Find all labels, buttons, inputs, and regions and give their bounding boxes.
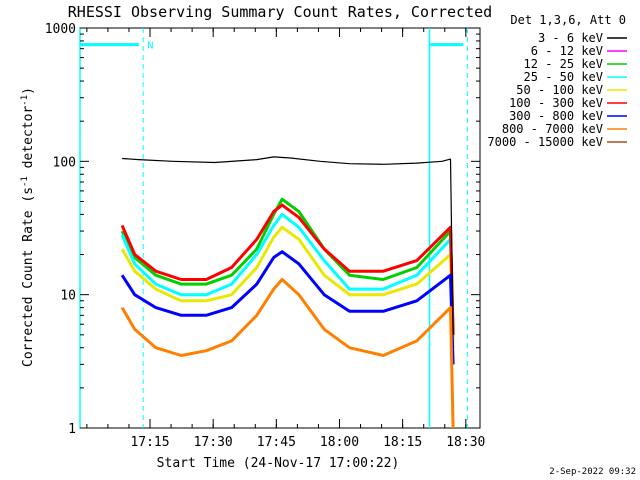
series-line-7 [120,278,455,429]
series-line-5 [120,203,455,335]
y-axis-ticks: 1 10 100 1000 [45,22,480,437]
y-axis-label: Corrected Count Rate (s-1 detector-1) [20,87,36,367]
legend-label: 300 - 800 keV [509,109,603,123]
x-tick-label: 18:15 [383,435,422,450]
series-line-3 [120,212,455,348]
legend-title: Det 1,3,6, Att 0 [510,13,626,27]
legend-label: 25 - 50 keV [524,70,603,84]
annotation-layer: N [79,28,468,428]
y-tick-label: 1000 [45,22,76,37]
legend-label: 7000 - 15000 keV [487,135,603,149]
series-line-6 [120,250,455,365]
legend-label: 100 - 300 keV [509,96,603,110]
legend-label: 800 - 7000 keV [502,122,603,136]
legend-label: 3 - 6 keV [538,31,603,45]
x-axis-label: Start Time (24-Nov-17 17:00:22) [157,456,400,471]
chart-title: RHESSI Observing Summary Count Rates, Co… [68,3,492,21]
x-tick-label: 17:15 [130,435,169,450]
series-line-4 [120,225,455,348]
legend-label: 12 - 25 keV [524,57,603,71]
night-marker: N [147,41,153,52]
x-axis-ticks: 17:15 17:30 17:45 18:00 18:15 18:30 [86,28,485,450]
series-line-0 [122,156,454,335]
timestamp: 2-Sep-2022 09:32 [549,467,636,477]
y-tick-label: 10 [60,289,76,304]
x-tick-label: 17:30 [194,435,233,450]
x-tick-label: 18:00 [320,435,359,450]
x-tick-label: 17:45 [257,435,296,450]
legend-label: 6 - 12 keV [531,44,603,58]
legend-label: 50 - 100 keV [516,83,603,97]
y-tick-label: 1 [68,422,76,437]
y-tick-label: 100 [53,155,76,170]
x-tick-label: 18:30 [446,435,485,450]
series-layer [120,156,455,429]
